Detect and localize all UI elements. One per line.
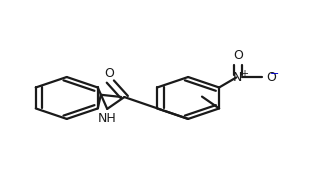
Text: N: N (233, 71, 242, 84)
Text: O: O (104, 67, 114, 80)
Text: O: O (233, 49, 243, 62)
Text: O: O (266, 71, 276, 84)
Text: +: + (240, 69, 248, 79)
Text: −: − (270, 69, 279, 79)
Text: NH: NH (98, 112, 116, 125)
